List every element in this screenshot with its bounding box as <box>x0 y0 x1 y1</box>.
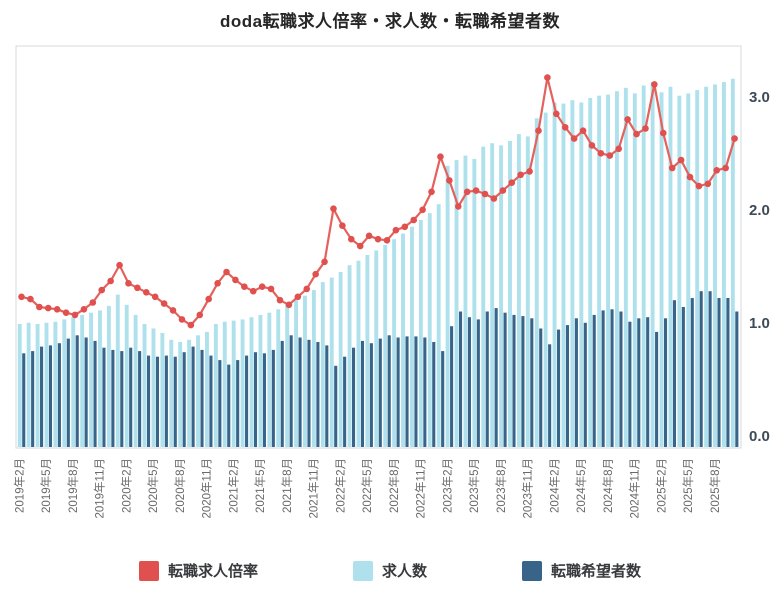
legend-swatch-ratio <box>138 560 159 581</box>
x-tick-label: 2022年5月 <box>360 458 374 513</box>
x-tick-label: 2025年8月 <box>708 458 722 513</box>
x-tick-label: 2021年8月 <box>280 458 294 513</box>
legend-label-ratio: 転職求人倍率 <box>167 563 258 580</box>
x-tick-label: 2023年5月 <box>467 458 481 513</box>
x-tick-label: 2024年8月 <box>601 458 615 513</box>
x-tick-label: 2022年8月 <box>387 458 401 513</box>
x-tick-label: 2024年11月 <box>628 458 642 519</box>
bar-series-jobs <box>17 78 735 448</box>
combo-chart: 0.0 1.0 2.0 3.0 2019年2月 2019年5月 2019年8月 2019年11… <box>13 45 770 519</box>
legend-item-ratio: 転職求人倍率 <box>138 560 258 581</box>
x-tick-label: 2019年5月 <box>39 458 53 513</box>
x-tick-label: 2021年2月 <box>226 458 240 513</box>
chart-title: doda転職求人倍率・求人数・転職希望者数 <box>219 12 561 31</box>
x-tick-label: 2020年5月 <box>146 458 160 513</box>
x-tick-label: 2023年11月 <box>521 458 535 519</box>
line-series-ratio <box>18 74 738 329</box>
x-tick-label: 2020年11月 <box>200 458 214 519</box>
y-tick-label: 1.0 <box>749 315 770 332</box>
legend-item-jobs: 求人数 <box>352 560 427 581</box>
y-tick-label: 3.0 <box>749 89 770 106</box>
x-tick-label: 2019年2月 <box>13 458 27 513</box>
legend-item-seekers: 転職希望者数 <box>522 560 641 581</box>
x-tick-label: 2025年5月 <box>681 458 695 513</box>
plot-frame <box>15 45 742 449</box>
x-tick-label: 2023年8月 <box>494 458 508 513</box>
x-tick-label: 2020年2月 <box>119 458 133 513</box>
legend-label-jobs: 求人数 <box>381 563 427 580</box>
x-tick-label: 2024年2月 <box>547 458 561 513</box>
x-tick-label: 2019年8月 <box>66 458 80 513</box>
legend-label-seekers: 転職希望者数 <box>551 563 642 580</box>
x-tick-label: 2021年5月 <box>253 458 267 513</box>
x-tick-label: 2022年2月 <box>333 458 347 513</box>
legend-swatch-seekers <box>522 560 542 581</box>
bar-series-seekers <box>22 291 739 447</box>
chart-legend: 転職求人倍率 求人数 転職希望者数 <box>0 560 780 581</box>
legend-swatch-jobs <box>352 560 373 581</box>
x-tick-label: 2022年11月 <box>414 458 428 519</box>
x-tick-label: 2021年11月 <box>307 458 321 519</box>
x-tick-label: 2024年5月 <box>574 458 588 513</box>
x-tick-label: 2019年11月 <box>93 458 107 519</box>
y-tick-label: 0.0 <box>749 428 770 445</box>
x-tick-label: 2025年2月 <box>654 458 668 513</box>
y-tick-label: 2.0 <box>749 202 770 219</box>
x-tick-label: 2023年2月 <box>440 458 454 513</box>
x-tick-label: 2020年8月 <box>173 458 187 513</box>
